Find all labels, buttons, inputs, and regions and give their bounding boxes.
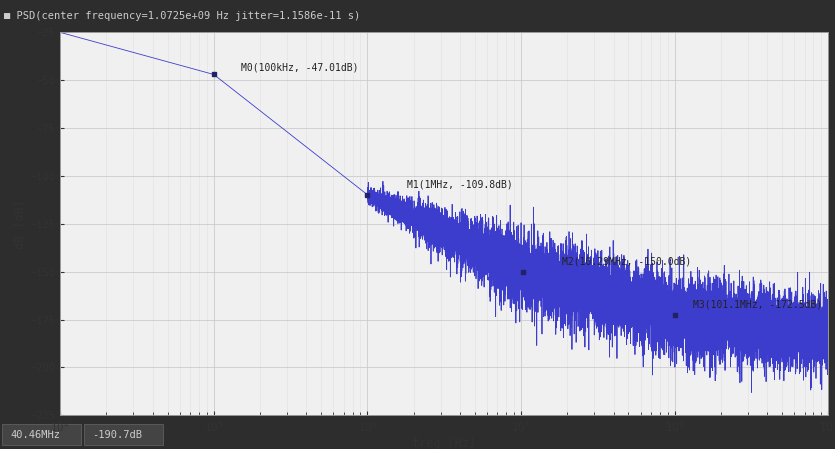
Y-axis label: dB (dB): dB (dB) (14, 199, 28, 249)
Text: -190.7dB: -190.7dB (93, 431, 142, 440)
Text: M0(100kHz, -47.01dB): M0(100kHz, -47.01dB) (240, 63, 358, 73)
Text: M3(101.1MHz, -172.5dB): M3(101.1MHz, -172.5dB) (693, 299, 822, 309)
Text: M1(1MHz, -109.8dB): M1(1MHz, -109.8dB) (407, 179, 513, 189)
Text: M2(10.29MHz, -150.0dB): M2(10.29MHz, -150.0dB) (562, 256, 691, 266)
X-axis label: freq (Hz): freq (Hz) (412, 437, 476, 449)
Bar (84, 424, 163, 445)
Bar (2, 424, 81, 445)
Text: ■ PSD(center frequency=1.0725e+09 Hz jitter=1.1586e-11 s): ■ PSD(center frequency=1.0725e+09 Hz jit… (4, 11, 361, 21)
Text: 40.46MHz: 40.46MHz (11, 431, 60, 440)
